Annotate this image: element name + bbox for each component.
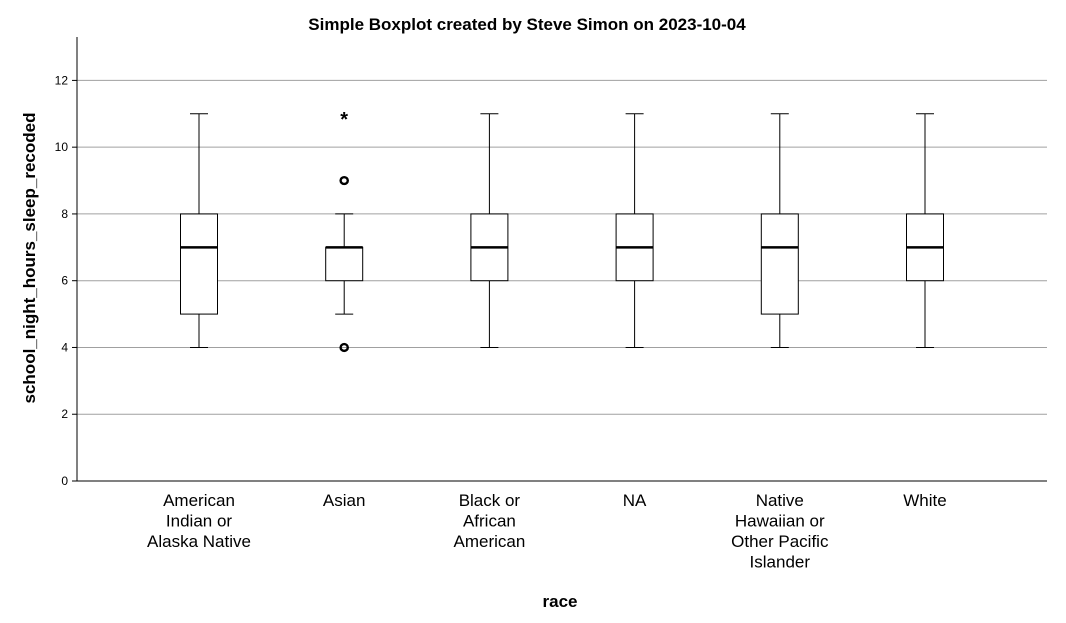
box-group: *: [325, 109, 364, 353]
box-group: [760, 113, 799, 348]
category-label: White: [903, 491, 946, 510]
iqr-box: [760, 213, 799, 315]
category-label: NA: [623, 491, 647, 510]
box-group: [906, 113, 944, 348]
y-tick-label: 8: [61, 207, 68, 221]
y-tick-label: 4: [61, 340, 68, 354]
iqr-box: [325, 246, 364, 282]
outlier-point: [339, 342, 350, 353]
box-group: [470, 113, 509, 348]
y-axis-ticks: 0 2 4 6 8 10 12: [55, 73, 77, 488]
y-axis-label: school_night_hours_sleep_recoded: [20, 113, 39, 404]
category-label: Native Hawaiian or Other Pacific Islander: [731, 491, 829, 572]
category-label: Black or African American: [453, 491, 525, 551]
category-label: American Indian or Alaska Native: [147, 491, 251, 551]
gridlines: [77, 79, 1047, 415]
category-labels: American Indian or Alaska Native Asian Black…: [147, 491, 947, 572]
chart-title: Simple Boxplot created by Steve Simon on…: [308, 15, 746, 34]
iqr-box: [180, 213, 218, 315]
boxes: *: [180, 109, 944, 353]
box-group: [180, 113, 218, 348]
y-tick-label: 2: [61, 407, 68, 421]
outlier-point: [339, 175, 350, 186]
extreme-point: *: [340, 109, 348, 131]
x-axis-label: race: [543, 592, 578, 611]
category-label: Asian: [323, 491, 366, 510]
y-tick-label: 6: [61, 274, 68, 288]
y-tick-label: 10: [55, 140, 69, 154]
box-group: [615, 113, 654, 348]
y-tick-label: 0: [61, 474, 68, 488]
y-tick-label: 12: [55, 73, 69, 87]
